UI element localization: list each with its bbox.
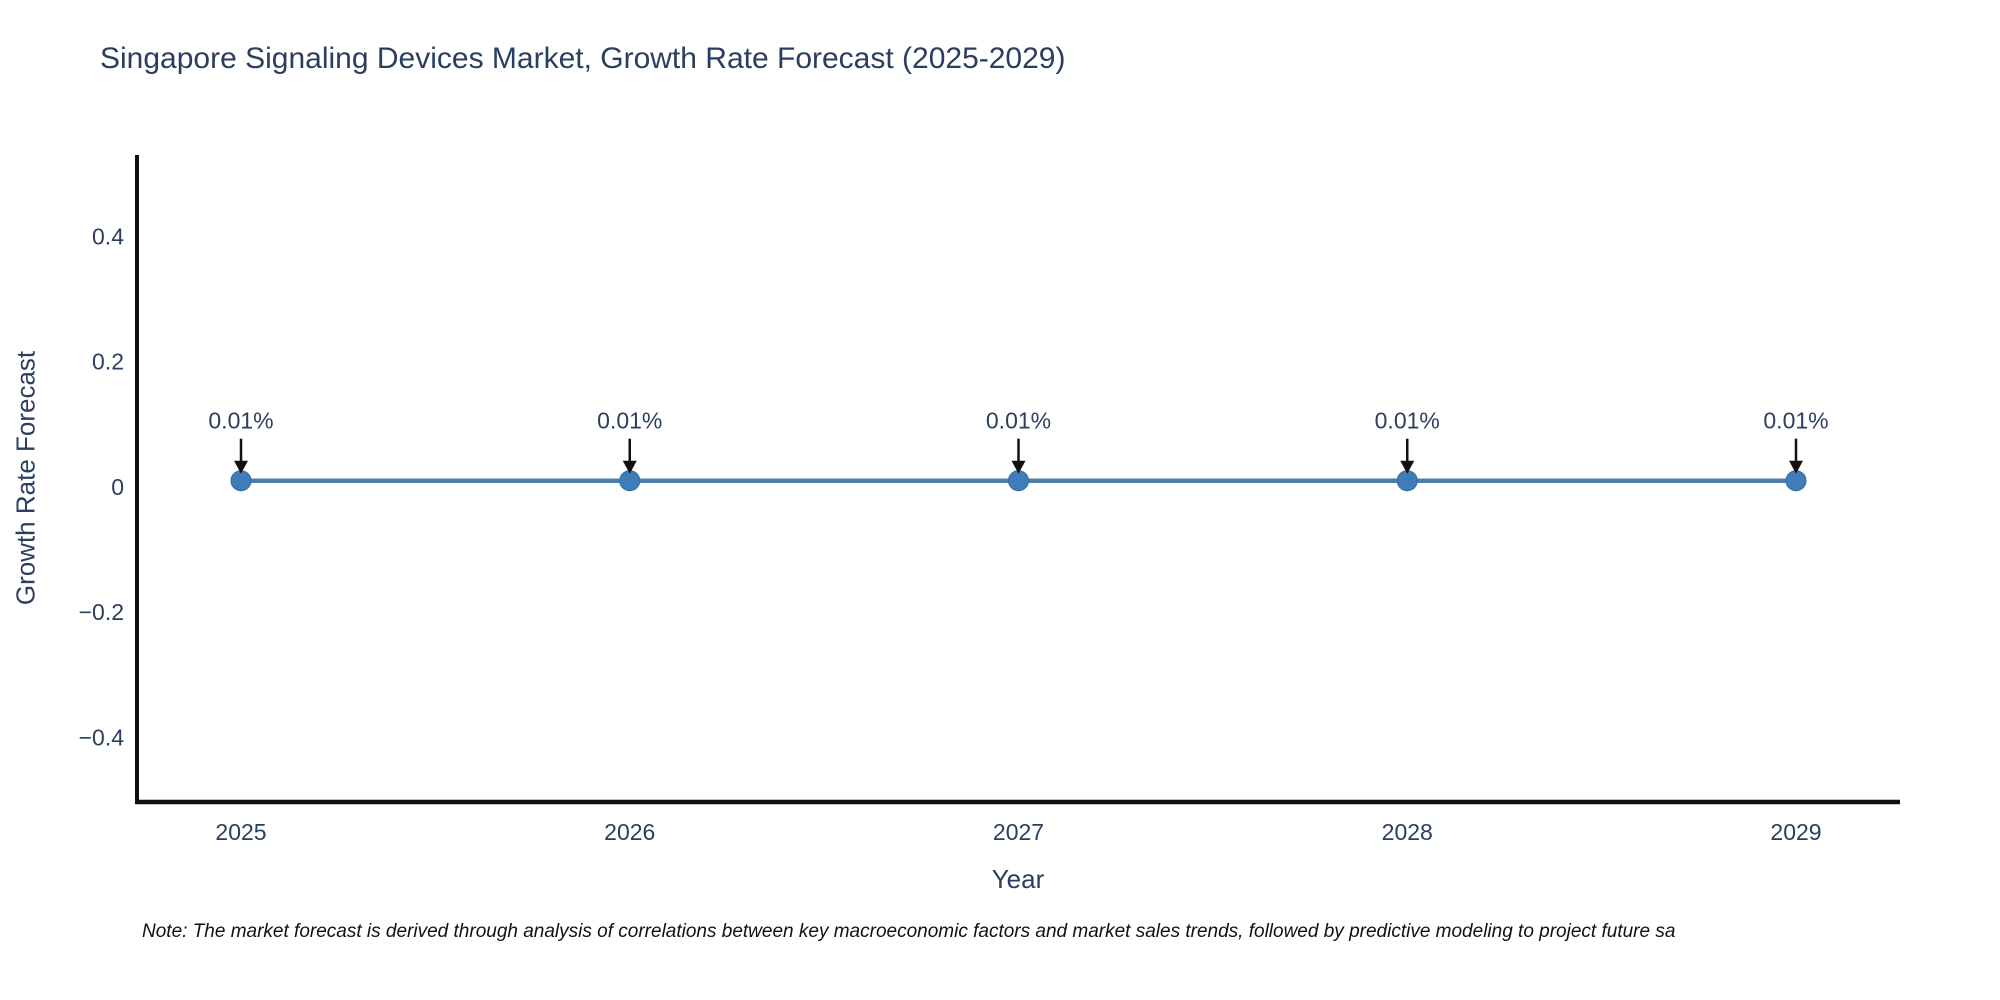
annotation-label: 0.01% — [986, 408, 1051, 434]
y-axis-title: Growth Rate Forecast — [10, 350, 41, 606]
annotation-arrow-head — [1789, 460, 1803, 474]
x-tick-label: 2028 — [1382, 819, 1433, 845]
x-tick-label: 2029 — [1770, 819, 1821, 845]
annotation-arrow-head — [1011, 460, 1026, 474]
y-tick-label: 0.4 — [92, 223, 124, 249]
annotation-arrow-head — [622, 460, 637, 474]
y-tick-label: 0 — [111, 474, 124, 500]
annotation-label: 0.01% — [597, 408, 662, 434]
annotation-label: 0.01% — [1375, 408, 1440, 434]
y-tick-label: −0.2 — [79, 599, 124, 625]
x-tick-label: 2027 — [993, 819, 1044, 845]
x-tick-label: 2025 — [215, 819, 266, 845]
x-axis-title: Year — [991, 864, 1045, 894]
annotation-label: 0.01% — [208, 408, 273, 434]
annotation-label: 0.01% — [1763, 408, 1828, 434]
y-tick-label: 0.2 — [92, 349, 124, 375]
chart-title: Singapore Signaling Devices Market, Grow… — [100, 42, 1066, 75]
y-tick-label: −0.4 — [79, 724, 125, 750]
footnote: Note: The market forecast is derived thr… — [142, 921, 1676, 942]
annotation-arrow-head — [1400, 460, 1415, 474]
annotation-arrow-head — [234, 460, 248, 474]
x-tick-label: 2026 — [604, 819, 655, 845]
